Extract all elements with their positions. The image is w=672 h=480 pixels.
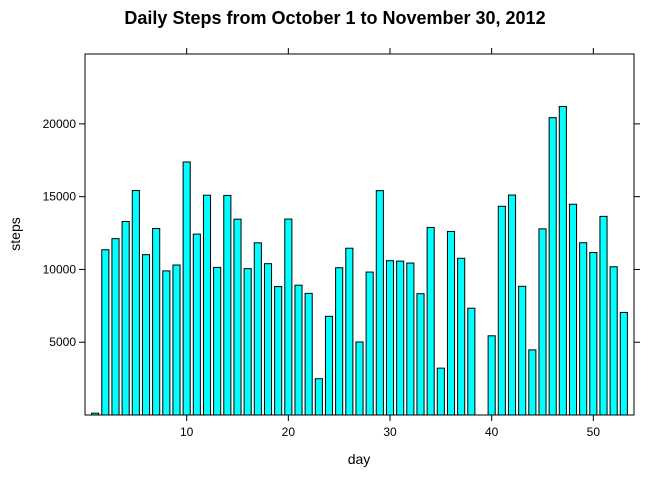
bar-day-23 — [314, 378, 323, 416]
bar-day-43 — [518, 285, 527, 416]
y-axis: 5000 10000 15000 20000 — [43, 117, 640, 349]
bar-day-4 — [121, 220, 130, 416]
bar-day-38 — [467, 307, 476, 416]
bar-day-1 — [91, 412, 100, 416]
bar-day-2 — [101, 249, 110, 416]
bar-day-35 — [436, 367, 445, 416]
bar-day-40 — [487, 335, 496, 416]
bar-day-31 — [396, 260, 405, 416]
bar-day-25 — [335, 267, 344, 416]
bar-day-46 — [548, 117, 557, 416]
bar-day-24 — [324, 315, 334, 416]
bar-day-10 — [182, 161, 191, 416]
bar-day-45 — [538, 228, 547, 416]
x-axis-label: day — [348, 451, 371, 467]
bar-day-8 — [162, 270, 171, 416]
bar-day-14 — [223, 194, 232, 416]
bar-day-49 — [579, 242, 588, 416]
x-tick-label-30: 30 — [383, 425, 397, 439]
bar-day-32 — [406, 262, 415, 416]
chart-title: Daily Steps from October 1 to November 3… — [124, 8, 545, 28]
y-tick-label-5000: 5000 — [49, 335, 76, 349]
bar-day-12 — [202, 194, 212, 416]
bar-day-5 — [131, 190, 140, 416]
x-tick-label-20: 20 — [282, 425, 296, 439]
bar-day-47 — [558, 105, 567, 416]
x-axis: 10 20 30 40 50 — [180, 48, 600, 439]
bar-day-6 — [141, 254, 151, 416]
y-axis-label: steps — [7, 217, 23, 250]
bar-day-13 — [213, 266, 222, 416]
bar-day-15 — [233, 218, 242, 416]
x-tick-label-10: 10 — [180, 425, 194, 439]
bar-day-44 — [528, 349, 537, 416]
bar-day-28 — [365, 271, 374, 416]
bar-day-42 — [507, 194, 517, 416]
bar-day-27 — [355, 341, 364, 416]
bar-day-19 — [274, 286, 283, 416]
y-tick-label-20000: 20000 — [43, 117, 77, 131]
bar-day-16 — [243, 268, 252, 416]
bar-day-52 — [609, 266, 618, 416]
bar-day-41 — [497, 205, 506, 416]
bar-day-11 — [192, 233, 201, 416]
bar-day-26 — [345, 247, 354, 416]
bar-day-34 — [426, 226, 435, 416]
bar-day-22 — [304, 292, 313, 416]
y-tick-label-15000: 15000 — [43, 190, 77, 204]
y-tick-label-10000: 10000 — [43, 262, 77, 276]
bar-day-21 — [294, 284, 303, 416]
x-tick-label-50: 50 — [587, 425, 601, 439]
bar-day-17 — [253, 242, 262, 416]
bar-day-37 — [457, 257, 466, 416]
bar-day-3 — [111, 238, 120, 416]
bar-day-48 — [568, 203, 578, 416]
bar-day-20 — [284, 218, 293, 416]
bar-day-30 — [385, 260, 395, 416]
bar-day-29 — [375, 190, 384, 416]
bar-day-50 — [589, 252, 598, 416]
bar-day-7 — [152, 228, 161, 416]
bars — [91, 105, 628, 416]
bar-day-36 — [446, 230, 456, 416]
bar-day-18 — [263, 263, 273, 416]
x-tick-label-40: 40 — [485, 425, 499, 439]
bar-day-33 — [416, 293, 425, 416]
bar-day-53 — [619, 311, 628, 416]
bar-day-51 — [599, 215, 608, 416]
bar-day-9 — [172, 264, 181, 416]
